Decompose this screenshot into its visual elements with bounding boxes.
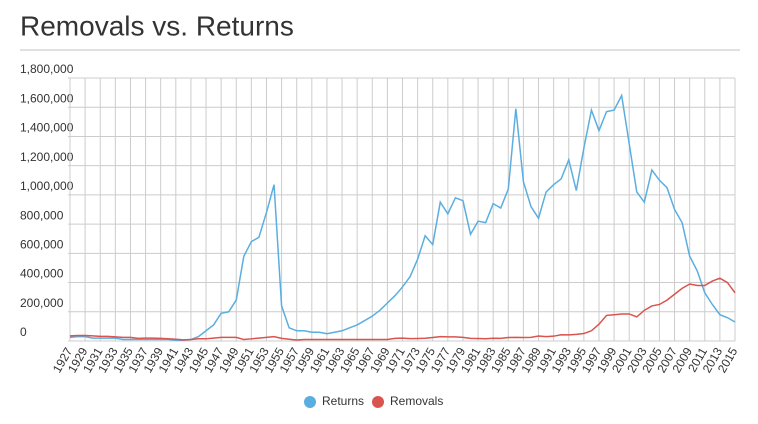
y-tick-label: 800,000 (20, 208, 64, 222)
chart-title: Removals vs. Returns (20, 10, 294, 41)
legend-marker (304, 396, 316, 408)
y-tick-label: 1,600,000 (20, 91, 74, 105)
y-tick-label: 1,000,000 (20, 179, 74, 193)
y-tick-label: 1,400,000 (20, 121, 74, 135)
y-tick-label: 1,800,000 (20, 62, 74, 76)
legend-label: Removals (390, 394, 443, 408)
y-tick-label: 1,200,000 (20, 150, 74, 164)
y-tick-label: 600,000 (20, 238, 64, 252)
legend-marker (372, 396, 384, 408)
y-tick-label: 0 (20, 325, 27, 339)
y-tick-label: 400,000 (20, 267, 64, 281)
legend-label: Returns (322, 394, 364, 408)
y-tick-label: 200,000 (20, 296, 64, 310)
series-line (69, 277, 736, 341)
